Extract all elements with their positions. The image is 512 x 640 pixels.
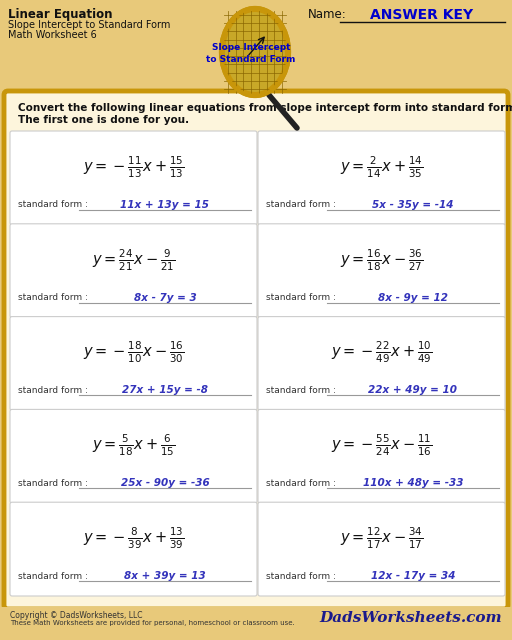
Text: 5x - 35y = -14: 5x - 35y = -14 — [372, 200, 454, 210]
Text: $y = \frac{24}{21}x - \frac{9}{21}$: $y = \frac{24}{21}x - \frac{9}{21}$ — [92, 247, 175, 273]
Text: $y = -\frac{22}{49}x + \frac{10}{49}$: $y = -\frac{22}{49}x + \frac{10}{49}$ — [331, 340, 432, 365]
FancyBboxPatch shape — [4, 91, 508, 609]
Text: Slope Intercept: Slope Intercept — [212, 44, 290, 52]
Text: to Standard Form: to Standard Form — [206, 56, 296, 65]
Bar — [0, 607, 512, 640]
FancyBboxPatch shape — [258, 317, 505, 410]
Text: Slope Intercept to Standard Form: Slope Intercept to Standard Form — [8, 20, 170, 30]
Text: Math Worksheet 6: Math Worksheet 6 — [8, 30, 97, 40]
FancyBboxPatch shape — [258, 224, 505, 317]
Text: standard form :: standard form : — [18, 479, 88, 488]
Text: standard form :: standard form : — [266, 293, 336, 302]
Text: standard form :: standard form : — [18, 572, 88, 580]
Text: Name:: Name: — [308, 8, 347, 21]
Text: 8x - 9y = 12: 8x - 9y = 12 — [378, 292, 448, 303]
Text: 12x - 17y = 34: 12x - 17y = 34 — [371, 571, 455, 581]
FancyBboxPatch shape — [258, 502, 505, 596]
Text: The first one is done for you.: The first one is done for you. — [18, 115, 189, 125]
Text: $y = \frac{16}{18}x - \frac{36}{27}$: $y = \frac{16}{18}x - \frac{36}{27}$ — [340, 247, 423, 273]
Text: $y = -\frac{55}{24}x - \frac{11}{16}$: $y = -\frac{55}{24}x - \frac{11}{16}$ — [331, 433, 432, 458]
Text: standard form :: standard form : — [18, 200, 88, 209]
Text: $y = -\frac{8}{39}x + \frac{13}{39}$: $y = -\frac{8}{39}x + \frac{13}{39}$ — [83, 525, 184, 551]
Text: ANSWER KEY: ANSWER KEY — [371, 8, 474, 22]
Text: Copyright © DadsWorksheets, LLC: Copyright © DadsWorksheets, LLC — [10, 611, 142, 620]
Text: 11x + 13y = 15: 11x + 13y = 15 — [120, 200, 209, 210]
FancyBboxPatch shape — [258, 410, 505, 503]
Text: Convert the following linear equations from slope intercept form into standard f: Convert the following linear equations f… — [18, 103, 512, 113]
Text: DadsWorksheets.com: DadsWorksheets.com — [319, 611, 502, 625]
FancyBboxPatch shape — [10, 224, 257, 317]
Text: 8x - 7y = 3: 8x - 7y = 3 — [134, 292, 197, 303]
Text: 25x - 90y = -36: 25x - 90y = -36 — [121, 478, 209, 488]
Text: 8x + 39y = 13: 8x + 39y = 13 — [124, 571, 206, 581]
Text: $y = \frac{5}{18}x + \frac{6}{15}$: $y = \frac{5}{18}x + \frac{6}{15}$ — [92, 433, 175, 458]
Text: standard form :: standard form : — [266, 386, 336, 395]
FancyBboxPatch shape — [10, 317, 257, 410]
Text: standard form :: standard form : — [266, 572, 336, 580]
FancyBboxPatch shape — [10, 502, 257, 596]
FancyBboxPatch shape — [258, 131, 505, 225]
Text: These Math Worksheets are provided for personal, homeschool or classroom use.: These Math Worksheets are provided for p… — [10, 620, 295, 626]
Text: 110x + 48y = -33: 110x + 48y = -33 — [362, 478, 463, 488]
FancyBboxPatch shape — [10, 410, 257, 503]
Text: 22x + 49y = 10: 22x + 49y = 10 — [369, 385, 458, 396]
Text: Linear Equation: Linear Equation — [8, 8, 113, 21]
Text: $y = \frac{2}{14}x + \frac{14}{35}$: $y = \frac{2}{14}x + \frac{14}{35}$ — [340, 154, 423, 180]
Text: standard form :: standard form : — [18, 386, 88, 395]
Text: $y = \frac{12}{17}x - \frac{34}{17}$: $y = \frac{12}{17}x - \frac{34}{17}$ — [340, 525, 423, 551]
Text: 27x + 15y = -8: 27x + 15y = -8 — [122, 385, 208, 396]
Ellipse shape — [224, 11, 286, 93]
Ellipse shape — [221, 8, 289, 96]
Text: $y = -\frac{18}{10}x - \frac{16}{30}$: $y = -\frac{18}{10}x - \frac{16}{30}$ — [83, 340, 184, 365]
Text: standard form :: standard form : — [18, 293, 88, 302]
Text: standard form :: standard form : — [266, 200, 336, 209]
FancyBboxPatch shape — [10, 131, 257, 225]
Text: $y = -\frac{11}{13}x + \frac{15}{13}$: $y = -\frac{11}{13}x + \frac{15}{13}$ — [83, 154, 184, 180]
Text: standard form :: standard form : — [266, 479, 336, 488]
